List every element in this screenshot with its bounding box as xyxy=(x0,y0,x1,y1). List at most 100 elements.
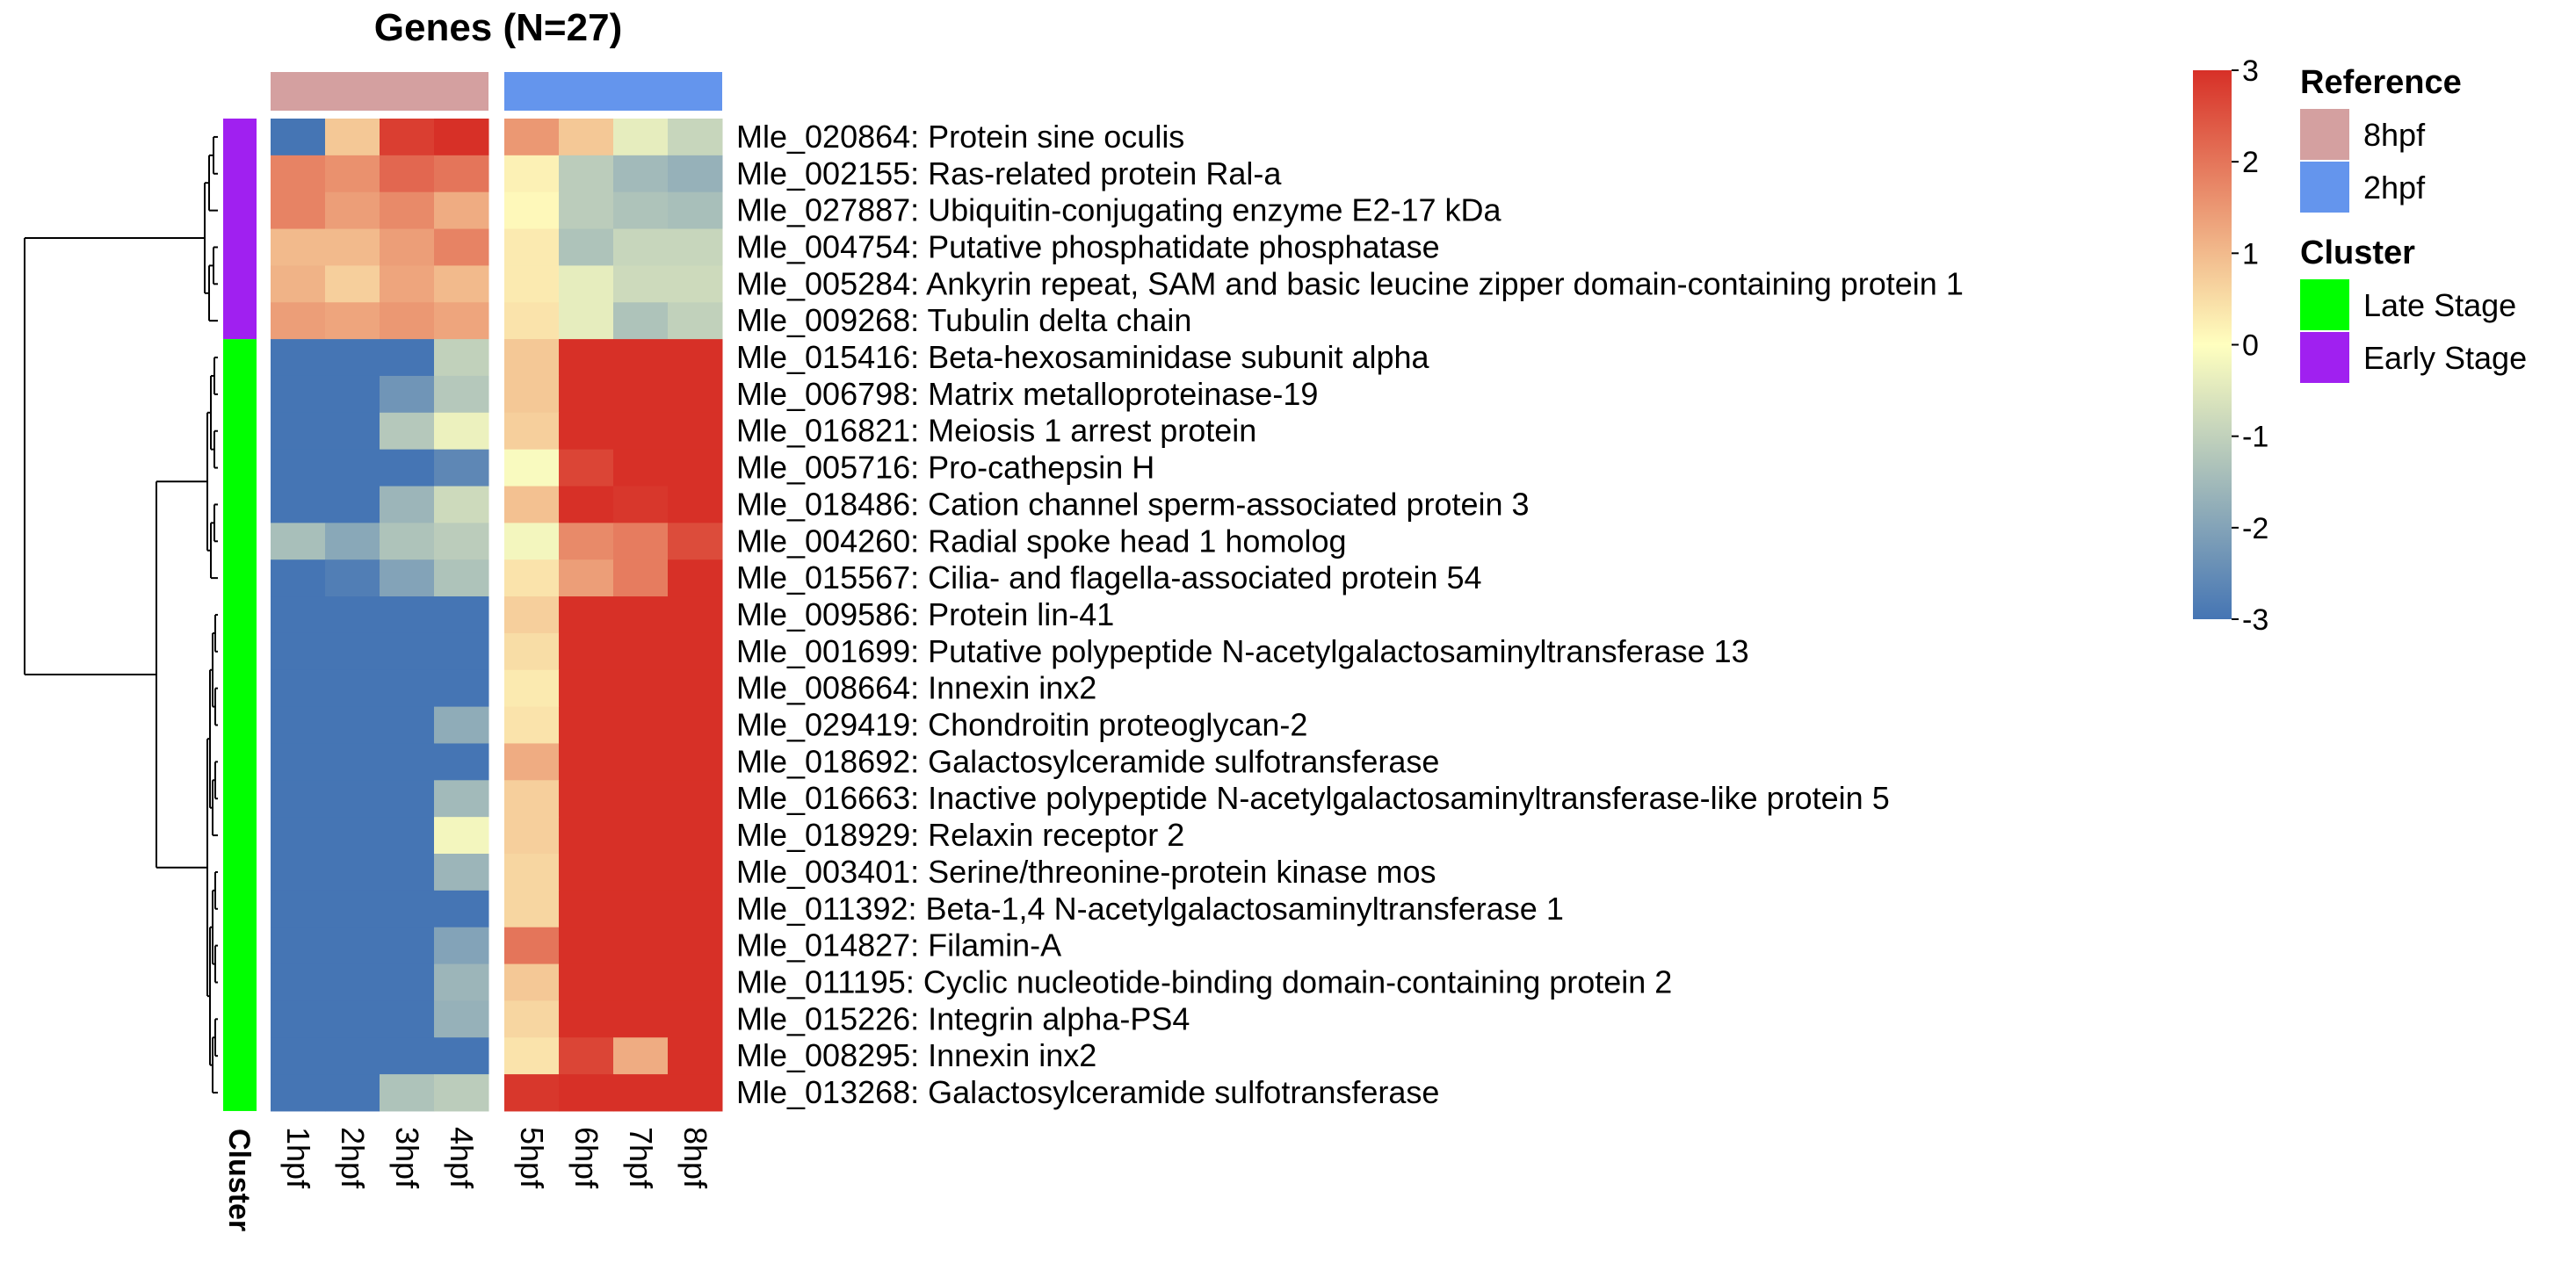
legend-swatch xyxy=(2300,332,2349,383)
heatmap-cell xyxy=(559,780,614,818)
legend-label: 8hpf xyxy=(2363,117,2426,153)
heatmap-cell xyxy=(613,486,669,523)
heatmap-cell xyxy=(380,559,435,597)
heatmap-cell xyxy=(325,596,380,634)
heatmap-cell xyxy=(559,596,614,634)
heatmap-cell xyxy=(325,155,380,193)
heatmap-cell xyxy=(613,632,669,671)
heatmap-cell xyxy=(325,375,380,414)
heatmap-cell xyxy=(380,780,435,818)
row-label: Mle_009586: Protein lin-41 xyxy=(736,596,1114,632)
heatmap-cell xyxy=(325,1074,380,1112)
colorbar-tick-label: 0 xyxy=(2242,329,2259,363)
heatmap-cell xyxy=(325,854,380,891)
heatmap-cell xyxy=(434,449,489,487)
heatmap-cell xyxy=(559,559,614,597)
heatmap-cell xyxy=(668,191,723,230)
heatmap-cells xyxy=(271,119,723,1112)
heatmap-cell xyxy=(668,780,723,818)
row-cluster-annotation xyxy=(223,119,257,1111)
heatmap-cell xyxy=(559,119,614,156)
colorbar-tick-label: 2 xyxy=(2242,146,2259,179)
heatmap-cell xyxy=(668,669,723,708)
row-label: Mle_001699: Putative polypeptide N-acety… xyxy=(736,633,1749,669)
row-dendrogram xyxy=(24,135,218,1094)
heatmap-cell xyxy=(613,1074,669,1112)
heatmap-cell xyxy=(325,669,380,708)
column-label: 7hpf xyxy=(623,1127,659,1189)
heatmap-cell xyxy=(434,339,489,377)
heatmap-cell xyxy=(559,963,614,1001)
heatmap-cell xyxy=(271,743,326,781)
heatmap-cell xyxy=(668,228,723,266)
heatmap-cell xyxy=(613,449,669,487)
heatmap-cell xyxy=(325,228,380,266)
heatmap-cell xyxy=(668,706,723,744)
heatmap-cell xyxy=(434,632,489,671)
heatmap-cell xyxy=(668,927,723,965)
row-label: Mle_009268: Tubulin delta chain xyxy=(736,302,1191,338)
heatmap-cell xyxy=(504,119,560,156)
heatmap-cell xyxy=(668,265,723,303)
heatmap-cell xyxy=(559,669,614,708)
heatmap-cell xyxy=(559,632,614,671)
heatmap-cell xyxy=(613,265,669,303)
row-label: Mle_016663: Inactive polypeptide N-acety… xyxy=(736,780,1890,816)
heatmap-cell xyxy=(434,669,489,708)
legend-swatch xyxy=(2300,279,2349,330)
heatmap-cell xyxy=(613,375,669,414)
color-scale-bar xyxy=(2193,70,2232,619)
row-label: Mle_005716: Pro-cathepsin H xyxy=(736,450,1154,486)
heatmap-cell xyxy=(613,596,669,634)
heatmap-cell xyxy=(271,1074,326,1112)
heatmap-cell xyxy=(668,963,723,1001)
heatmap-cell xyxy=(668,890,723,928)
heatmap-cell xyxy=(504,927,560,965)
heatmap-cell xyxy=(559,265,614,303)
heatmap-cell xyxy=(504,890,560,928)
heatmap-cell xyxy=(434,706,489,744)
column-label: 1hpf xyxy=(280,1127,316,1189)
heatmap-cell xyxy=(668,523,723,560)
heatmap-cell xyxy=(504,854,560,891)
heatmap-cell xyxy=(504,669,560,708)
row-label: Mle_011195: Cyclic nucleotide-binding do… xyxy=(736,963,1672,1000)
heatmap-cell xyxy=(434,191,489,230)
heatmap-cell xyxy=(434,412,489,451)
heatmap-cell xyxy=(668,486,723,523)
heatmap-cell xyxy=(271,1000,326,1038)
legend-swatch xyxy=(2300,109,2349,160)
heatmap-cell xyxy=(434,302,489,340)
heatmap-cell xyxy=(613,927,669,965)
heatmap-cell xyxy=(380,449,435,487)
heatmap-cell xyxy=(668,155,723,193)
heatmap-cell xyxy=(325,963,380,1001)
legend-label: Early Stage xyxy=(2363,340,2527,376)
heatmap-cell xyxy=(559,523,614,560)
heatmap-cell xyxy=(613,780,669,818)
heatmap-cell xyxy=(504,191,560,230)
heatmap-cell xyxy=(504,559,560,597)
heatmap-cell xyxy=(668,1074,723,1112)
heatmap-cell xyxy=(434,559,489,597)
row-label: Mle_004754: Putative phosphatidate phosp… xyxy=(736,228,1440,264)
heatmap-cell xyxy=(504,817,560,855)
heatmap-cell xyxy=(613,339,669,377)
row-label: Mle_003401: Serine/threonine-protein kin… xyxy=(736,854,1436,890)
heatmap-cell xyxy=(613,854,669,891)
heatmap-cell xyxy=(271,596,326,634)
heatmap-cell xyxy=(559,817,614,855)
heatmap-cell xyxy=(434,854,489,891)
heatmap-cell xyxy=(559,375,614,414)
heatmap-cell xyxy=(559,449,614,487)
column-label: 3hpf xyxy=(389,1127,425,1189)
legend-swatch xyxy=(2300,162,2349,213)
heatmap-cell xyxy=(559,302,614,340)
heatmap-cell xyxy=(613,302,669,340)
heatmap-cell xyxy=(434,486,489,523)
row-label: Mle_014827: Filamin-A xyxy=(736,927,1061,963)
heatmap-cell xyxy=(434,963,489,1001)
heatmap-cell xyxy=(559,927,614,965)
heatmap-cell xyxy=(271,817,326,855)
